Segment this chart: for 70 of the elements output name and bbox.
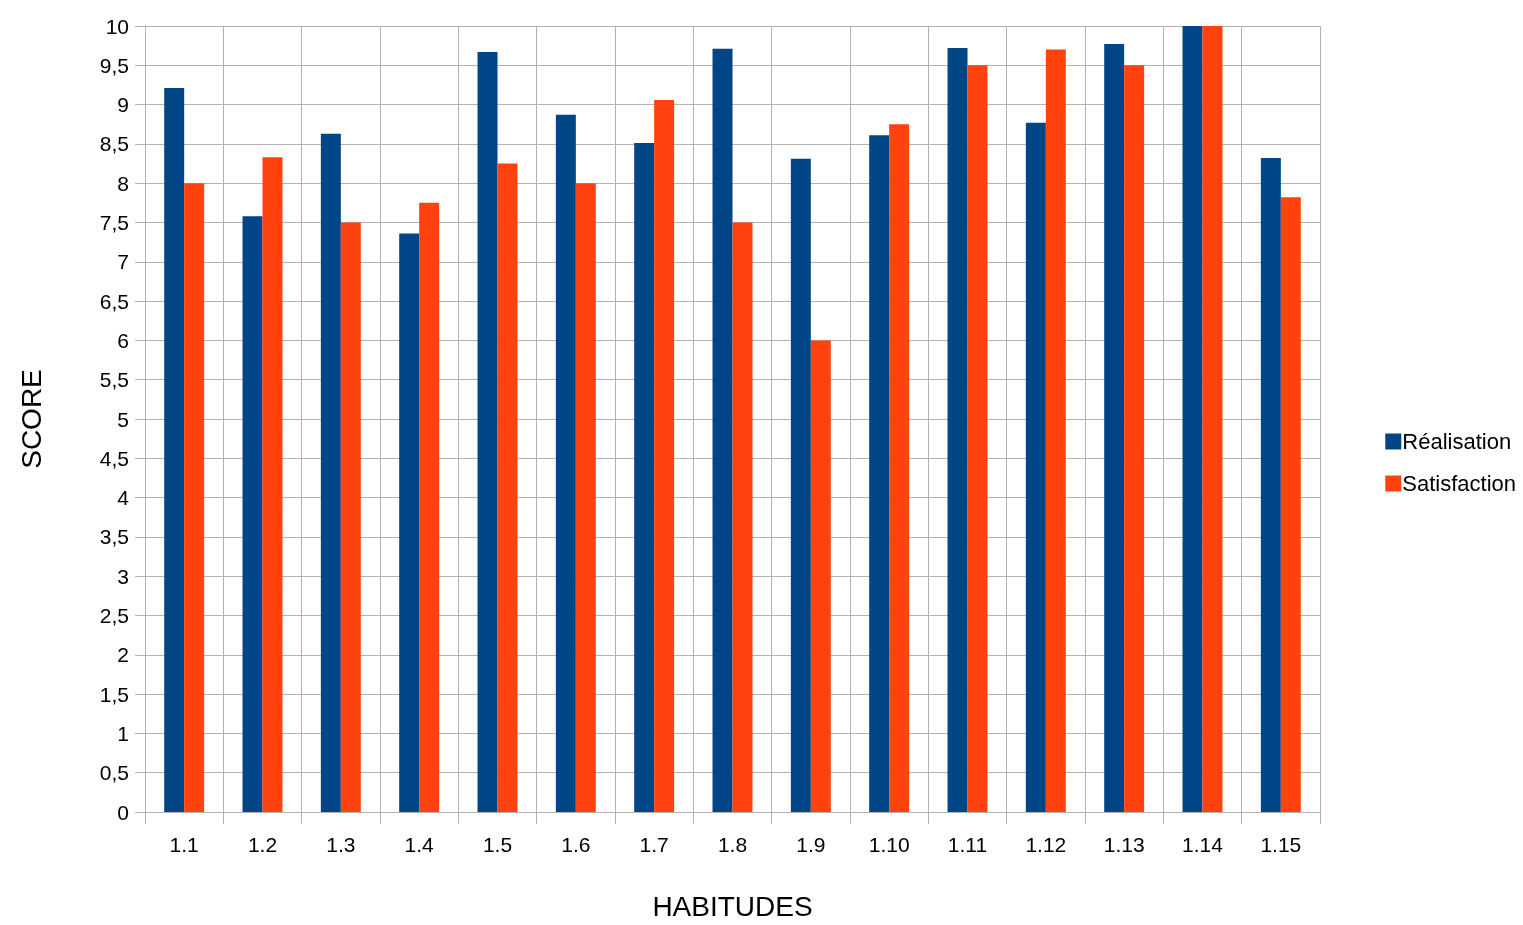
bar bbox=[1202, 26, 1223, 812]
y-tick-label: 7,5 bbox=[99, 211, 129, 234]
x-tick-label: 1.1 bbox=[169, 833, 199, 856]
x-tick-label: 1.7 bbox=[639, 833, 669, 856]
y-tick-label: 8,5 bbox=[99, 132, 129, 156]
bar bbox=[1104, 44, 1125, 812]
bar bbox=[399, 233, 420, 812]
bar bbox=[477, 51, 498, 812]
y-tick-label: 1,5 bbox=[99, 682, 129, 706]
bar bbox=[869, 135, 890, 812]
y-tick-label: 0 bbox=[117, 800, 129, 824]
bar bbox=[1124, 65, 1145, 812]
x-tick-label: 1.9 bbox=[796, 833, 826, 856]
bar bbox=[1280, 197, 1301, 812]
bar bbox=[654, 99, 675, 812]
bar bbox=[889, 124, 910, 812]
x-tick-label: 1.10 bbox=[868, 833, 910, 856]
x-tick-label: 1.8 bbox=[717, 833, 748, 856]
x-tick-label: 1.5 bbox=[482, 833, 513, 856]
x-tick-label: 1.14 bbox=[1182, 833, 1224, 856]
bar bbox=[634, 143, 655, 812]
x-tick-label: 1.2 bbox=[247, 833, 278, 856]
y-tick-label: 3,5 bbox=[99, 525, 129, 549]
bar bbox=[790, 158, 811, 812]
bar bbox=[1260, 158, 1281, 812]
bar bbox=[947, 48, 968, 812]
bar bbox=[712, 48, 733, 812]
bar bbox=[555, 114, 576, 812]
y-tick-label: 1 bbox=[117, 721, 129, 745]
y-tick-label: 5 bbox=[117, 407, 129, 431]
y-tick-label: 7 bbox=[117, 250, 129, 274]
y-tick-label: 6,5 bbox=[99, 289, 129, 313]
x-tick-label: 1.12 bbox=[1025, 833, 1067, 856]
bar bbox=[810, 340, 831, 812]
y-tick-label: 3 bbox=[117, 564, 129, 588]
y-tick-label: 4,5 bbox=[99, 446, 129, 470]
bar bbox=[184, 183, 205, 812]
bar bbox=[320, 133, 341, 812]
y-tick-label: 9,5 bbox=[99, 53, 129, 77]
y-tick-label: 5,5 bbox=[99, 368, 129, 392]
x-tick-label: 1.15 bbox=[1260, 833, 1302, 856]
y-axis-title: SCORE bbox=[15, 369, 47, 469]
x-tick-label: 1.6 bbox=[561, 833, 591, 856]
bar bbox=[967, 65, 988, 812]
bar bbox=[575, 183, 596, 812]
y-tick-label: 6 bbox=[117, 328, 129, 352]
x-tick-label: 1.3 bbox=[326, 833, 356, 856]
x-tick-label: 1.4 bbox=[404, 833, 435, 856]
bar bbox=[1045, 49, 1066, 812]
y-tick-label: 2 bbox=[117, 643, 129, 667]
bar bbox=[242, 216, 263, 812]
y-tick-label: 4 bbox=[117, 486, 130, 510]
bar bbox=[732, 222, 753, 812]
bar bbox=[164, 88, 185, 812]
bar bbox=[262, 157, 283, 812]
y-tick-label: 9 bbox=[117, 93, 129, 117]
legend-label: Satisfaction bbox=[1402, 471, 1517, 496]
y-tick-label: 8 bbox=[117, 171, 129, 195]
bar bbox=[497, 163, 518, 812]
bar bbox=[419, 202, 440, 812]
x-axis-title: HABITUDES bbox=[652, 890, 813, 922]
y-tick-label: 0,5 bbox=[99, 761, 129, 785]
x-tick-label: 1.13 bbox=[1103, 833, 1145, 856]
legend-label: Réalisation bbox=[1402, 429, 1512, 454]
bar bbox=[340, 222, 361, 812]
y-tick-label: 10 bbox=[105, 14, 129, 38]
x-tick-label: 1.11 bbox=[947, 833, 988, 856]
y-tick-label: 2,5 bbox=[99, 604, 129, 627]
bar bbox=[1182, 26, 1203, 812]
bar bbox=[1025, 122, 1046, 812]
